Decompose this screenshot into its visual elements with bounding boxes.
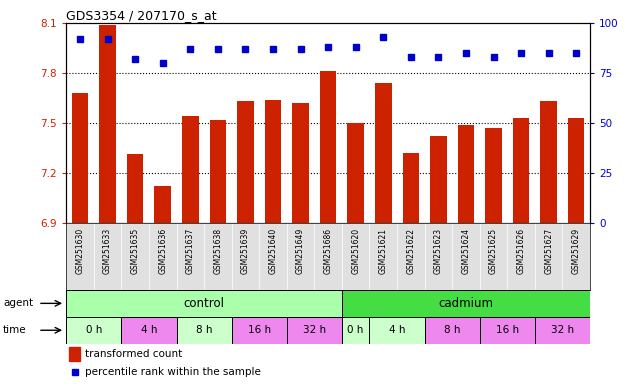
Bar [66, 290, 342, 317]
Bar [265, 99, 281, 384]
Text: GSM251625: GSM251625 [489, 228, 498, 274]
Bar [535, 317, 590, 344]
Bar [72, 93, 88, 384]
Text: GSM251686: GSM251686 [324, 228, 333, 274]
Bar [66, 317, 121, 344]
Text: GSM251626: GSM251626 [517, 228, 526, 274]
Text: 4 h: 4 h [141, 325, 157, 335]
Text: GSM251639: GSM251639 [241, 228, 250, 274]
Text: agent: agent [3, 298, 33, 308]
Bar [568, 118, 584, 384]
Bar [209, 119, 226, 384]
Bar [99, 25, 116, 384]
Bar [370, 317, 425, 344]
Text: 0 h: 0 h [348, 325, 364, 335]
Text: percentile rank within the sample: percentile rank within the sample [85, 367, 261, 377]
Text: control: control [184, 297, 225, 310]
Text: GSM251638: GSM251638 [213, 228, 222, 274]
Bar [480, 317, 535, 344]
Bar [320, 71, 336, 384]
Bar [540, 101, 557, 384]
Text: 32 h: 32 h [303, 325, 326, 335]
Bar [182, 116, 199, 384]
Text: GSM251621: GSM251621 [379, 228, 387, 274]
Bar [69, 347, 80, 361]
Text: cadmium: cadmium [439, 297, 493, 310]
Text: 8 h: 8 h [196, 325, 212, 335]
Text: GSM251633: GSM251633 [103, 228, 112, 274]
Text: 0 h: 0 h [86, 325, 102, 335]
Text: GSM251629: GSM251629 [572, 228, 581, 274]
Text: GSM251622: GSM251622 [406, 228, 415, 274]
Bar [348, 123, 364, 384]
Text: GSM251623: GSM251623 [434, 228, 443, 274]
Bar [232, 317, 286, 344]
Text: GSM251649: GSM251649 [296, 228, 305, 274]
Bar [342, 317, 370, 344]
Bar [155, 186, 171, 384]
Text: GSM251640: GSM251640 [269, 228, 278, 274]
Text: time: time [3, 325, 27, 335]
Text: GSM251637: GSM251637 [186, 228, 195, 274]
Text: transformed count: transformed count [85, 349, 182, 359]
Bar [121, 317, 177, 344]
Text: GSM251627: GSM251627 [544, 228, 553, 274]
Bar [457, 124, 475, 384]
Text: GSM251620: GSM251620 [351, 228, 360, 274]
Text: 8 h: 8 h [444, 325, 461, 335]
Bar [425, 317, 480, 344]
Text: GSM251630: GSM251630 [76, 228, 85, 274]
Bar [292, 103, 309, 384]
Text: 32 h: 32 h [551, 325, 574, 335]
Bar [430, 136, 447, 384]
Bar [403, 153, 419, 384]
Bar [375, 83, 391, 384]
Text: 16 h: 16 h [496, 325, 519, 335]
Bar [342, 290, 590, 317]
Bar [485, 128, 502, 384]
Bar [237, 101, 254, 384]
Bar [513, 118, 529, 384]
Bar [177, 317, 232, 344]
Text: GDS3354 / 207170_s_at: GDS3354 / 207170_s_at [66, 9, 217, 22]
Text: GSM251636: GSM251636 [158, 228, 167, 274]
Text: GSM251624: GSM251624 [461, 228, 471, 274]
Text: 4 h: 4 h [389, 325, 405, 335]
Text: GSM251635: GSM251635 [131, 228, 139, 274]
Text: 16 h: 16 h [247, 325, 271, 335]
Bar [127, 154, 143, 384]
Bar [286, 317, 342, 344]
